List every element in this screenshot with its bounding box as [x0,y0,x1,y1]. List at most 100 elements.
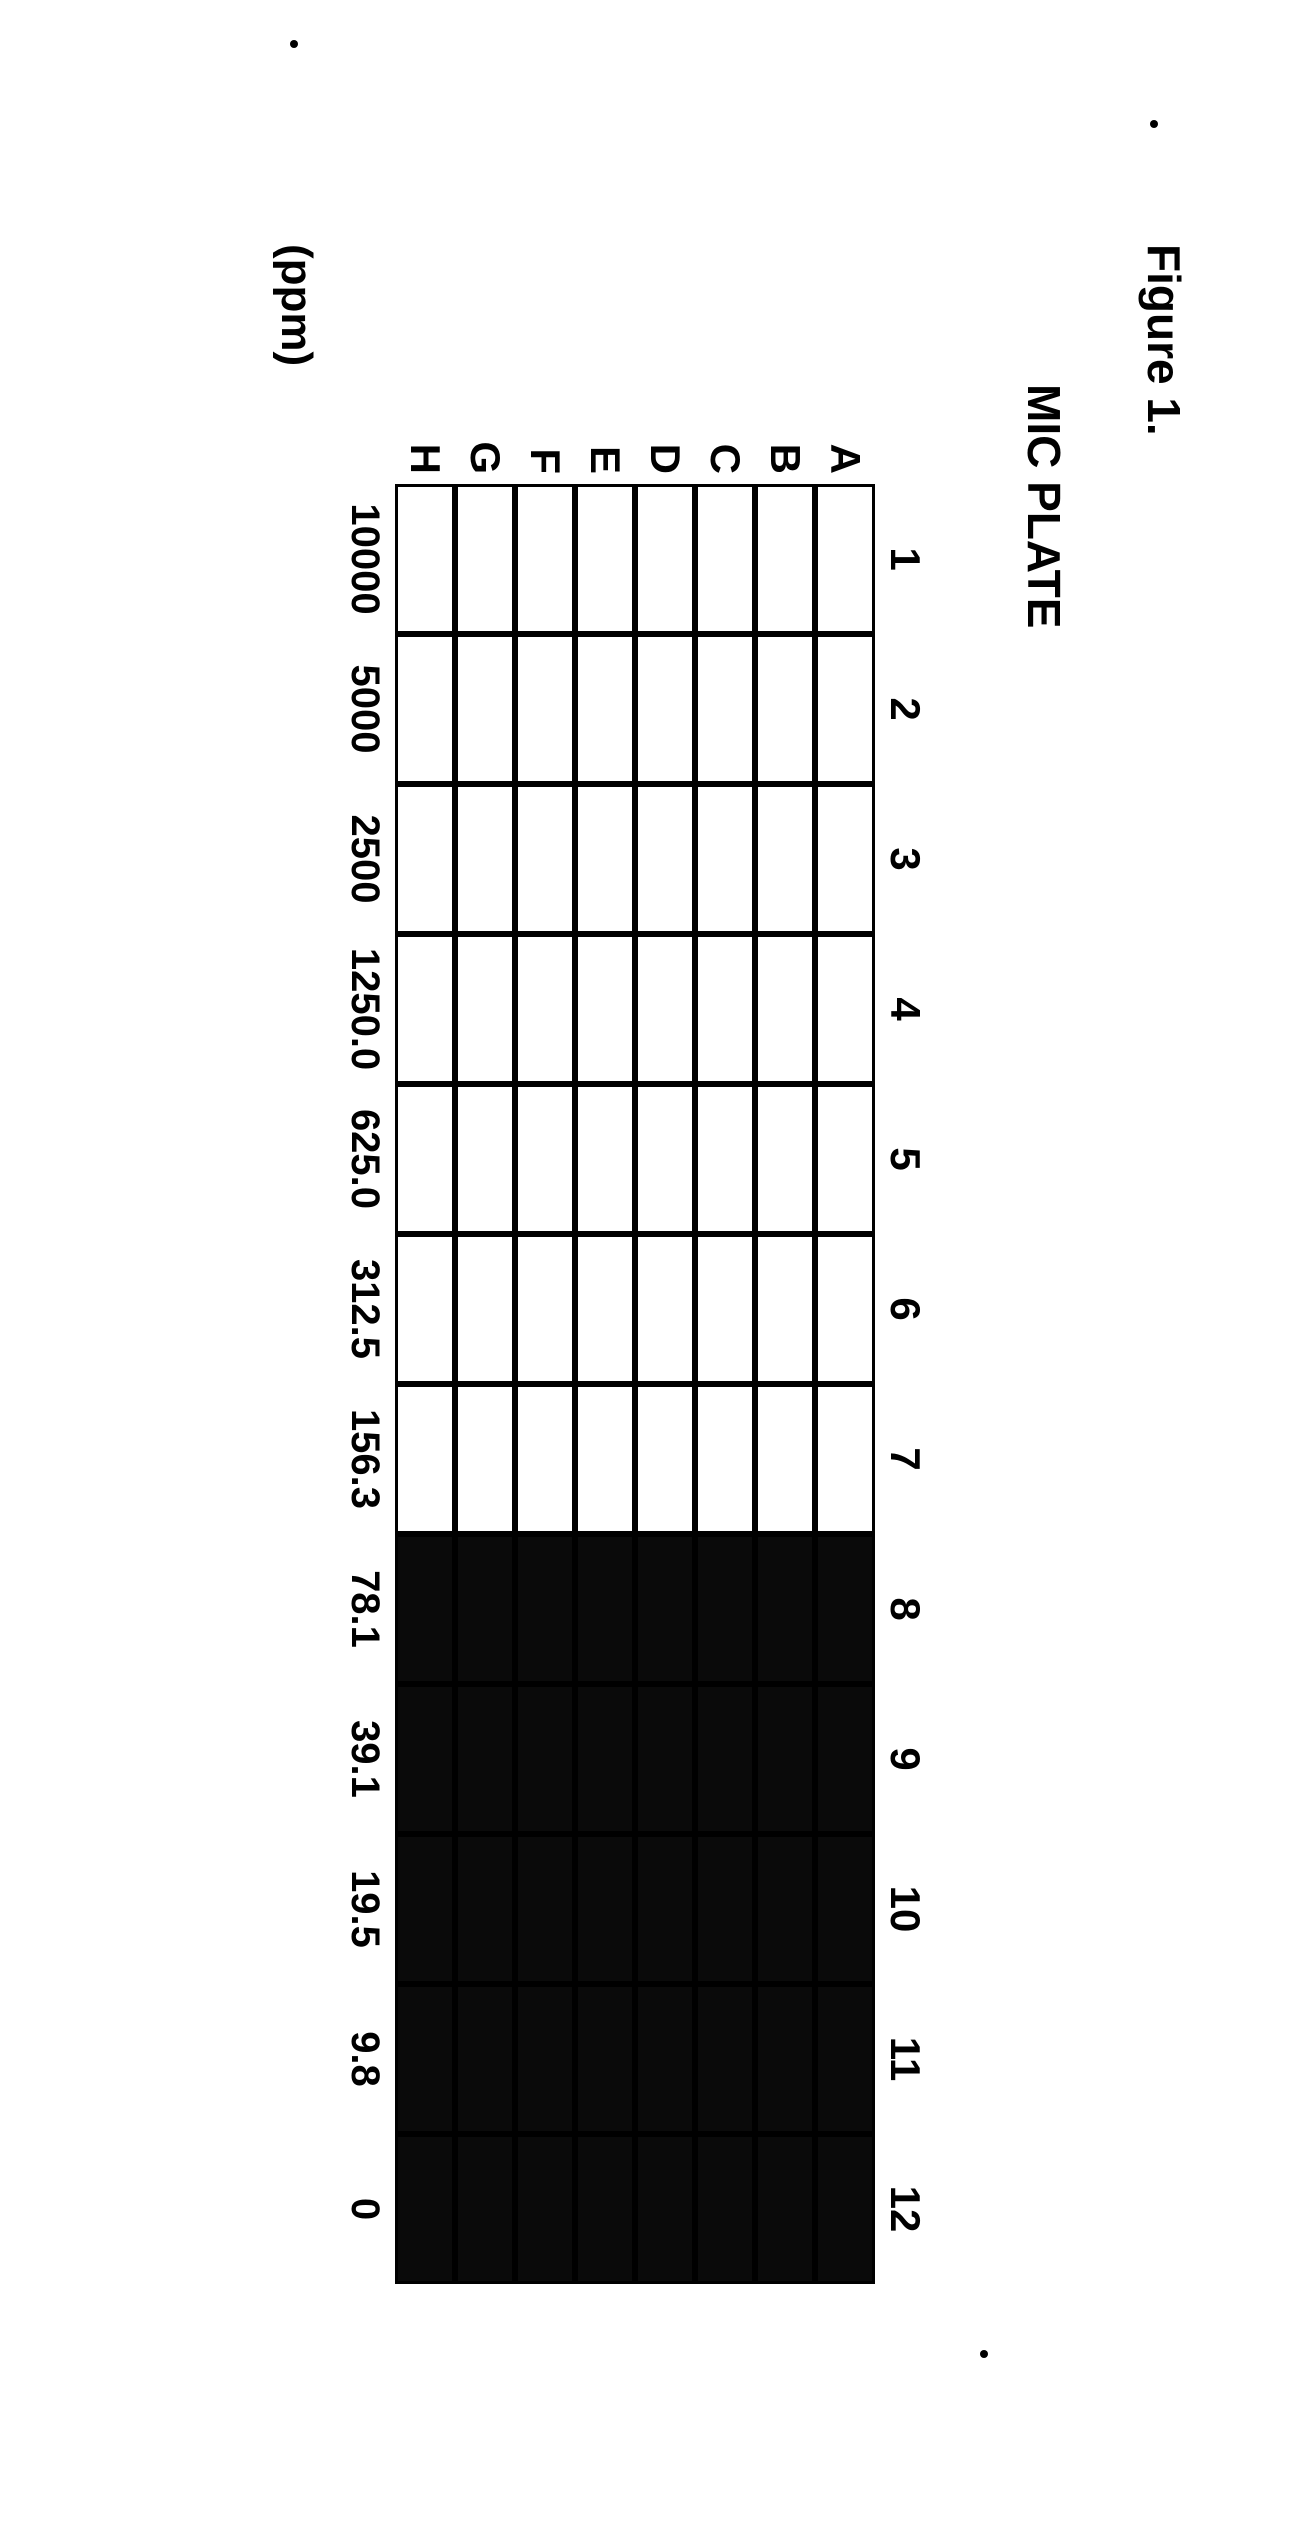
plate-well [515,1684,575,1834]
plate-well [695,784,755,934]
plate-well [635,1984,695,2134]
plate-well [575,784,635,934]
plate-well [695,1984,755,2134]
plate-well [455,1234,515,1384]
plate-well [695,1534,755,1684]
col-head: 2 [875,634,951,784]
plate-well [395,784,455,934]
plate-well [455,484,515,634]
plate-well [695,634,755,784]
plate-row: B [755,424,815,2284]
plate-well [755,1384,815,1534]
row-head: D [635,424,695,484]
col-head: 1 [875,484,951,634]
plate-well [755,1684,815,1834]
plate-well [695,1234,755,1384]
plate-well [455,1384,515,1534]
plate-well [455,634,515,784]
plate-well [755,934,815,1084]
plate-well [755,1234,815,1384]
plate-well [395,2134,455,2284]
plate-well [815,1984,875,2134]
plate-well [395,1984,455,2134]
column-headers: 1 2 3 4 5 6 7 8 9 10 11 12 [875,424,951,2284]
plate-well [515,1834,575,1984]
ppm-value: 78.1 [342,1534,395,1684]
plate-well [575,2134,635,2284]
plate-well [395,1084,455,1234]
plate-well [695,2134,755,2284]
plate-well [395,1834,455,1984]
plate-well [635,484,695,634]
plate-well [575,1384,635,1534]
plate-well [575,634,635,784]
row-head: A [815,424,875,484]
plate-well [755,1984,815,2134]
plate-well [755,1834,815,1984]
ppm-value: 5000 [342,634,395,784]
plate-well [575,1984,635,2134]
plate-well [755,1084,815,1234]
plate-well [395,484,455,634]
plate-well [635,1384,695,1534]
plate-well [815,784,875,934]
col-head: 7 [875,1384,951,1534]
plate-well [515,484,575,634]
plate-well [515,1534,575,1684]
plate-well [515,784,575,934]
plate-well [395,1684,455,1834]
row-head: G [455,424,515,484]
plate-well [395,1384,455,1534]
plate-well [635,1834,695,1984]
plate-well [815,484,875,634]
col-head: 9 [875,1684,951,1834]
ppm-value: 0 [342,2134,395,2284]
plate-row: H [395,424,455,2284]
page: Figure 1. MIC PLATE 1 2 3 4 5 6 7 8 9 10… [0,0,1302,2528]
plate-row: A [815,424,875,2284]
plate-well [455,1084,515,1234]
mic-plate: 1 2 3 4 5 6 7 8 9 10 11 12 ABCDEFGH [342,424,951,2284]
plate-well [575,1534,635,1684]
row-head: C [695,424,755,484]
plate-well [515,634,575,784]
plate-well [695,1084,755,1234]
row-head: F [515,424,575,484]
col-head: 6 [875,1234,951,1384]
col-head: 4 [875,934,951,1084]
plate-well [575,934,635,1084]
ppm-value: 2500 [342,784,395,934]
plate-well [815,2134,875,2284]
plate-well [575,1684,635,1834]
plate-well [515,1234,575,1384]
plate-well [815,1684,875,1834]
plate-well [695,484,755,634]
plate-well [515,1984,575,2134]
figure-rotated-wrapper: Figure 1. MIC PLATE 1 2 3 4 5 6 7 8 9 10… [101,164,1201,2364]
speck [290,40,298,48]
ppm-axis-label: (ppm) [271,244,321,366]
plate-row: D [635,424,695,2284]
plate-well [815,634,875,784]
plate-well [635,1084,695,1234]
col-head: 5 [875,1084,951,1234]
plate-well [575,1084,635,1234]
plate-well [635,2134,695,2284]
plate-well [395,1534,455,1684]
plate-well [815,1834,875,1984]
plate-well [635,1534,695,1684]
ppm-value: 1250.0 [342,934,395,1084]
plate-well [815,1084,875,1234]
plate-well [815,934,875,1084]
ppm-value: 10000 [342,484,395,634]
plate-well [395,1234,455,1384]
plate-well [815,1384,875,1534]
plate-well [455,2134,515,2284]
corner-spacer [881,424,951,484]
plate-row: F [515,424,575,2284]
plate-row: G [455,424,515,2284]
plate-well [575,1234,635,1384]
plate-well [755,784,815,934]
plate-well [695,934,755,1084]
col-head: 12 [875,2134,951,2284]
